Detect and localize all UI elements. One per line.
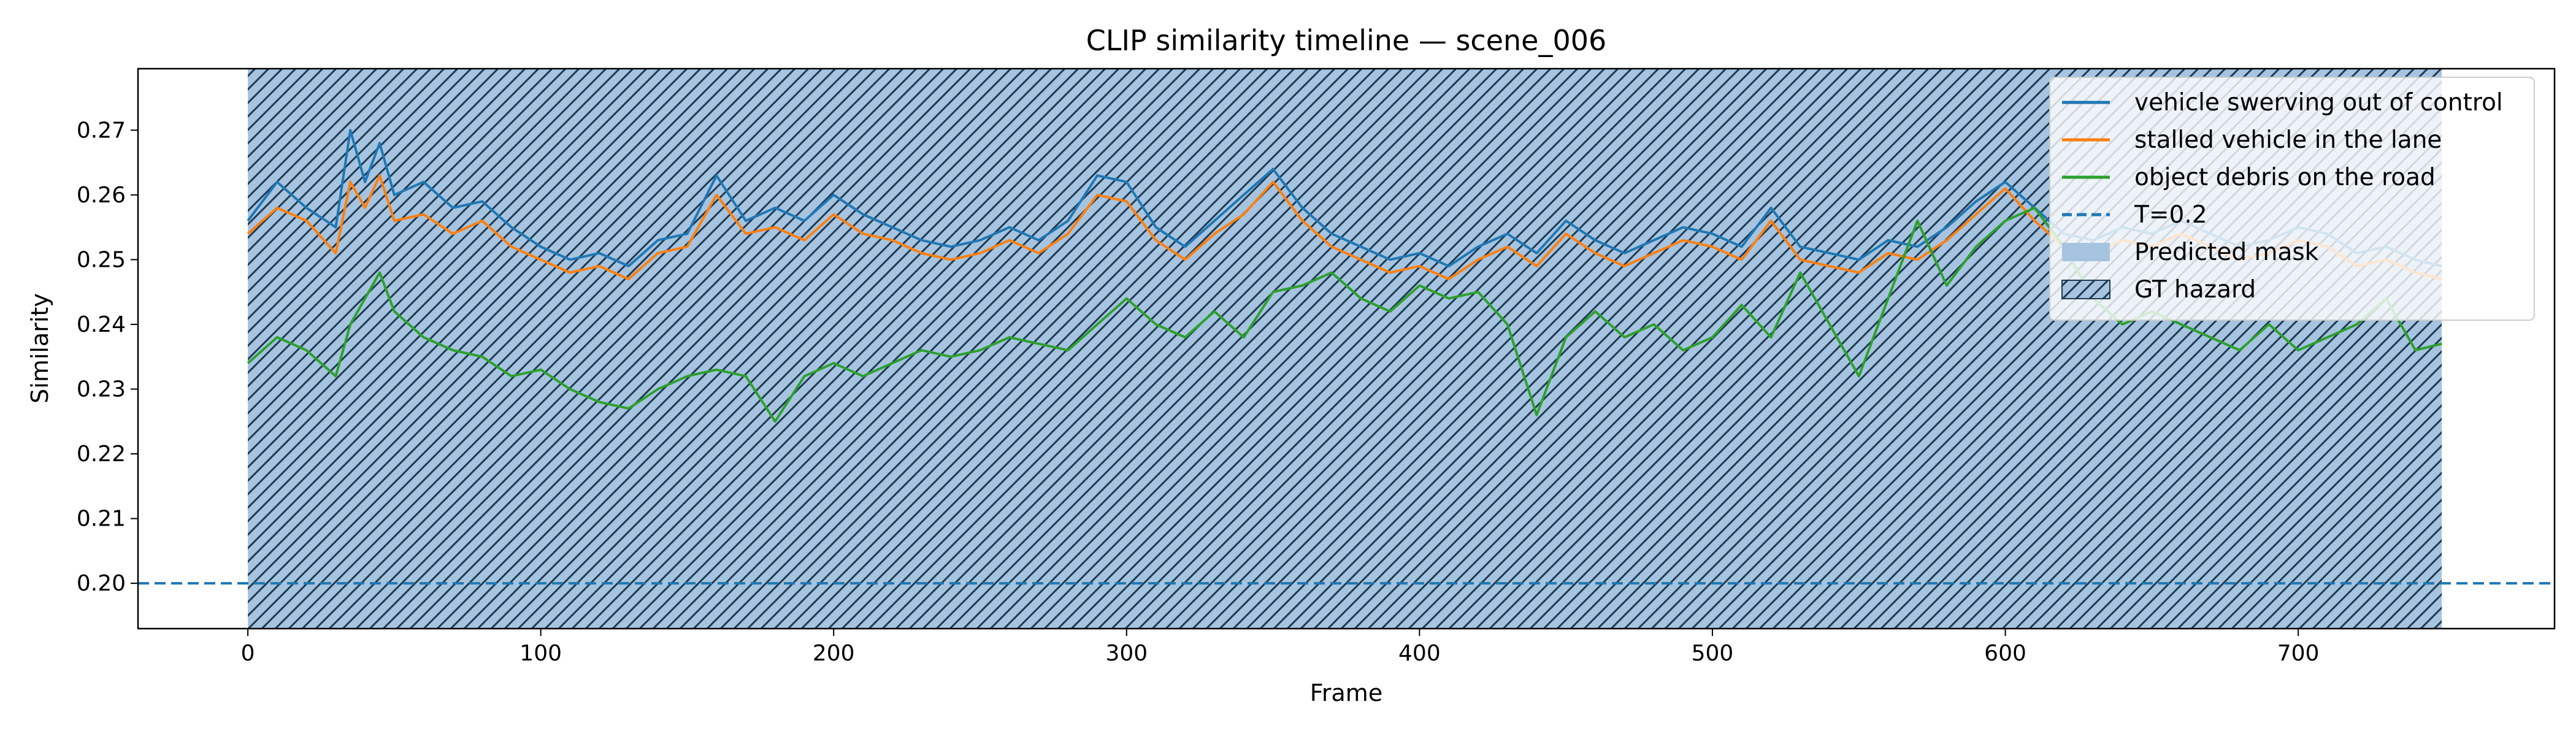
x-tick-label: 300 [1105,641,1148,666]
y-tick-label: 0.23 [77,377,126,402]
chart-title: CLIP similarity timeline — scene_006 [1086,24,1607,57]
y-tick-label: 0.21 [77,507,126,532]
legend-label: GT hazard [2134,276,2256,304]
legend-swatch-hatch [2061,280,2110,299]
y-axis: 0.20 0.21 0.22 0.23 0.24 0.25 0.26 0.27 [77,118,138,596]
y-axis-label: Similarity [26,293,53,404]
x-tick-label: 700 [2277,641,2320,666]
x-tick-label: 600 [1984,641,2026,666]
y-tick-label: 0.27 [77,118,126,143]
legend-label: T=0.2 [2134,201,2207,229]
x-axis: 0 100 200 300 400 500 600 700 [241,629,2320,666]
legend: vehicle swerving out of control stalled v… [2049,77,2535,321]
x-axis-label: Frame [1310,680,1382,706]
legend-label: object debris on the road [2134,164,2436,191]
legend-swatch [2062,243,2110,261]
legend-label: stalled vehicle in the lane [2134,126,2442,154]
legend-box [2049,77,2535,321]
y-tick-label: 0.26 [77,183,126,208]
x-tick-label: 100 [519,641,562,666]
y-tick-label: 0.24 [77,312,126,337]
legend-label: vehicle swerving out of control [2134,89,2503,117]
x-tick-label: 400 [1398,641,1441,666]
x-tick-label: 200 [813,641,855,666]
y-tick-label: 0.25 [77,247,126,272]
x-tick-label: 500 [1692,641,1734,666]
y-tick-label: 0.22 [77,442,126,467]
plot-frame [137,67,2556,630]
x-tick-label: 0 [241,641,255,666]
y-tick-label: 0.20 [77,571,126,596]
legend-label: Predicted mask [2134,239,2319,266]
